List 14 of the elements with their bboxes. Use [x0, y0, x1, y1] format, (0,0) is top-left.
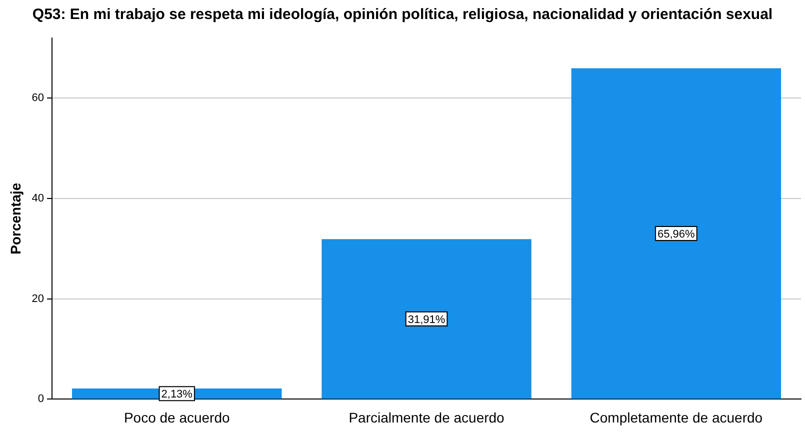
bar [571, 68, 782, 399]
y-tick-label: 60 [32, 92, 44, 104]
chart-title: Q53: En mi trabajo se respeta mi ideología, opinión política, religiosa, nacionalidad y orientación sexual [32, 6, 773, 24]
data-label: 31,91% [408, 314, 446, 326]
bar [322, 239, 532, 399]
data-label: 65,96% [658, 228, 696, 241]
y-tick-label: 0 [38, 393, 44, 406]
x-tick-label: Parcialmente de acuerdo [348, 409, 505, 426]
x-tick-label: Poco de acuerdo [124, 409, 230, 426]
y-axis-title: Porcentaje [7, 182, 24, 254]
y-tick-label: 20 [32, 292, 44, 305]
data-label: 2,13% [161, 388, 193, 401]
y-tick-label: 40 [32, 192, 44, 205]
x-tick-label: Completamente de acuerdo [590, 409, 763, 426]
